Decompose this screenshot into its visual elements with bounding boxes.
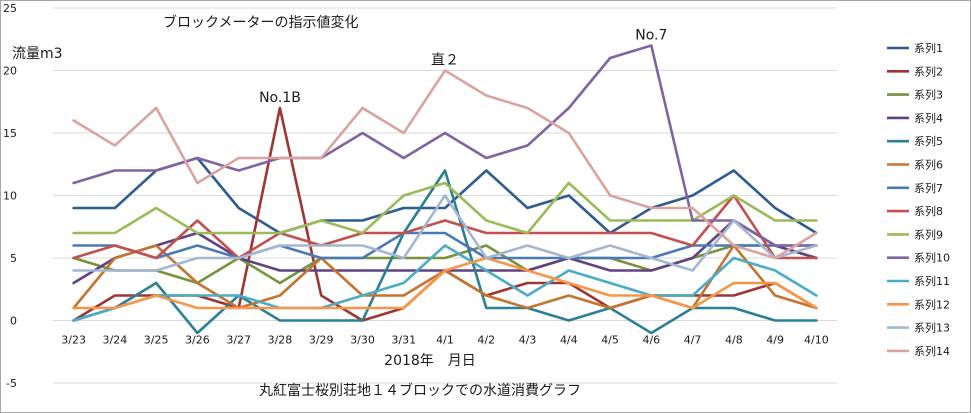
y-tick-label: 15	[3, 127, 17, 140]
series-line-14	[72, 69, 818, 260]
y-tick-label: 0	[10, 315, 17, 328]
x-tick-label: 4/5	[601, 334, 619, 347]
x-tick-label: 4/8	[725, 334, 743, 347]
annotation-label: No.1B	[259, 90, 301, 106]
y-tick-label: -5	[6, 377, 17, 390]
chart-title: ブロックメーターの指示値変化	[163, 14, 358, 31]
y-tick-label: 10	[3, 190, 17, 203]
legend-label: 系列13	[914, 321, 950, 335]
x-tick-label: 3/23	[61, 334, 86, 347]
series-line-3	[72, 244, 818, 285]
annotation-label: 直２	[431, 52, 459, 69]
chart-subtitle: 丸紅富士桜別荘地１４ブロックでの水道消費グラフ	[259, 382, 581, 399]
x-tick-label: 4/7	[684, 334, 702, 347]
series-line-13	[72, 194, 818, 272]
x-tick-labels: 3/23 3/24 3/25 3/26 3/27 3/28 3/29 3/30 3/31 4/1 4…	[61, 334, 828, 347]
x-tick-label: 4/3	[519, 334, 537, 347]
x-tick-label: 4/9	[766, 334, 784, 347]
x-tick-label: 4/4	[560, 334, 578, 347]
x-tick-label: 3/31	[391, 334, 416, 347]
legend-label: 系列12	[914, 297, 950, 311]
legend-label: 系列3	[914, 88, 943, 102]
legend-label: 系列8	[914, 204, 943, 218]
y-tick-labels: -5 0 5 10 15 20 25	[3, 2, 17, 390]
x-tick-label: 3/25	[144, 334, 169, 347]
legend-label: 系列2	[914, 64, 943, 78]
annotations: No.1B 直２ No.7	[259, 28, 667, 107]
legend-label: 系列11	[914, 274, 950, 288]
series-lines	[72, 44, 818, 335]
legend: 系列1 系列2 系列3 系列4 系列5 系列6 系列7 系列8 系列9 系列10 系列11 系列12 系…	[887, 41, 950, 358]
x-tick-label: 3/27	[226, 334, 251, 347]
series-line-8	[72, 194, 818, 260]
x-tick-label: 3/30	[350, 334, 375, 347]
series-line-12	[72, 256, 818, 310]
y-tick-label: 5	[10, 252, 17, 265]
x-tick-label: 3/29	[309, 334, 334, 347]
y-tick-label: 20	[3, 65, 17, 78]
series-line-11	[72, 244, 818, 322]
x-tick-label: 4/1	[436, 334, 454, 347]
x-tick-label: 4/10	[804, 334, 829, 347]
y-tick-label: 25	[3, 2, 17, 15]
x-tick-label: 4/6	[642, 334, 660, 347]
legend-label: 系列4	[914, 111, 943, 125]
legend-label: 系列14	[914, 344, 950, 358]
legend-label: 系列6	[914, 158, 943, 172]
legend-label: 系列9	[914, 227, 943, 241]
x-tick-label: 3/26	[185, 334, 210, 347]
legend-label: 系列1	[914, 41, 943, 55]
x-tick-label: 3/28	[268, 334, 293, 347]
annotation-label: No.7	[635, 28, 667, 44]
y-axis-label: 流量m3	[12, 46, 63, 62]
x-tick-label: 4/2	[477, 334, 495, 347]
legend-label: 系列5	[914, 134, 943, 148]
series-line-10	[72, 44, 818, 247]
legend-label: 系列10	[914, 251, 950, 265]
legend-label: 系列7	[914, 181, 943, 195]
x-tick-label: 3/24	[103, 334, 128, 347]
x-axis-label: 2018年 月日	[384, 353, 476, 369]
